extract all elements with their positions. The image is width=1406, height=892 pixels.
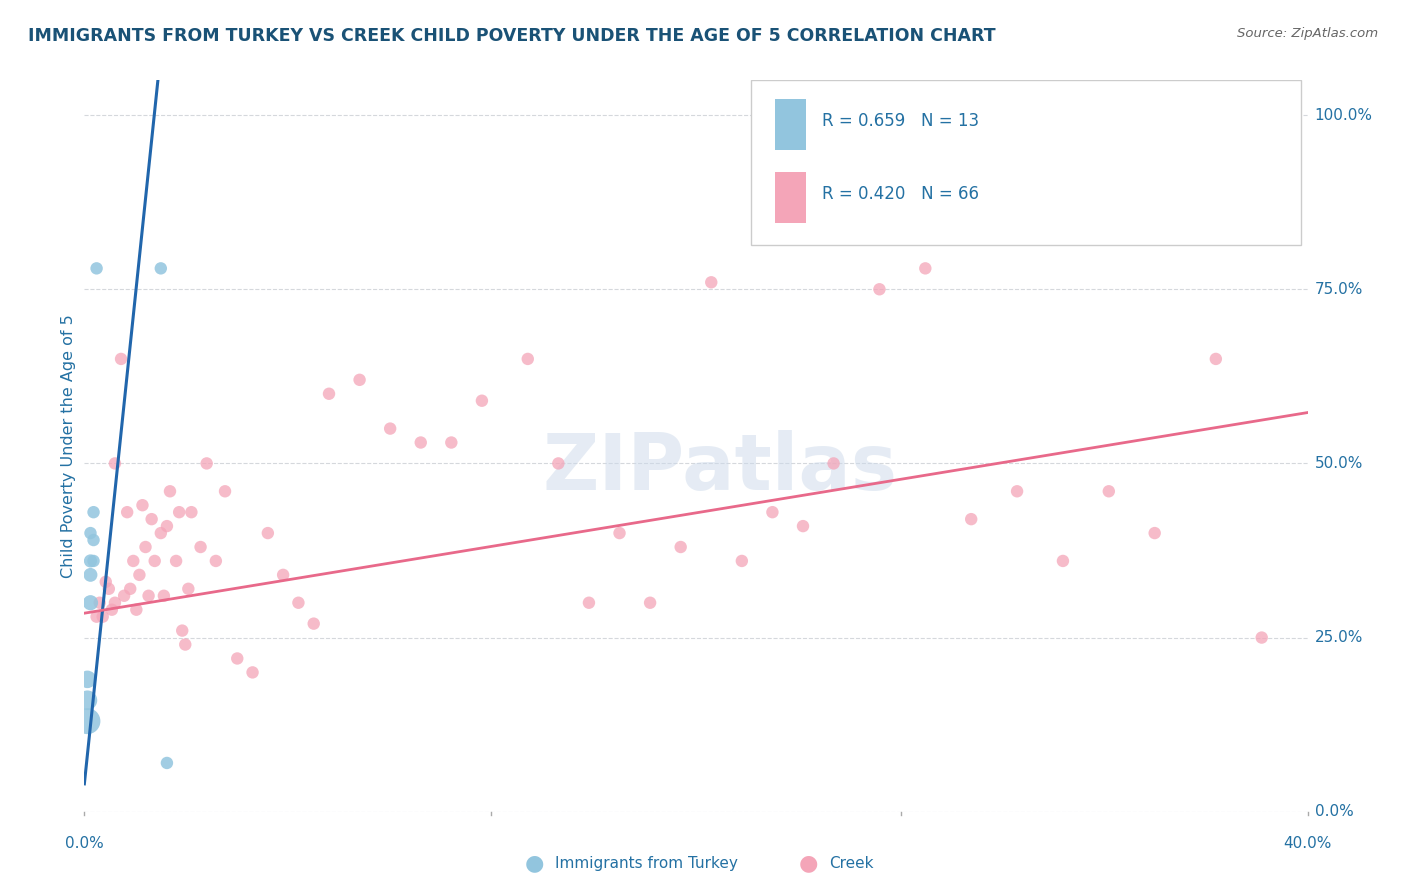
FancyBboxPatch shape [776, 171, 806, 223]
Point [960, 512, 983, 526]
Point [122, 554, 145, 568]
Text: Creek: Creek [830, 856, 875, 871]
Text: 100.0%: 100.0% [1315, 108, 1372, 122]
Point [86, 609, 108, 624]
Point [149, 261, 172, 276]
Point [149, 526, 172, 541]
Point [1250, 631, 1272, 645]
Point [76, 714, 98, 728]
Point [172, 624, 194, 638]
Point [83, 533, 105, 547]
Point [669, 540, 692, 554]
Point [180, 505, 202, 519]
Point [205, 554, 228, 568]
Text: 50.0%: 50.0% [1315, 456, 1362, 471]
Point [177, 582, 200, 596]
Point [440, 435, 463, 450]
Point [700, 275, 723, 289]
Point [128, 567, 150, 582]
Point [731, 554, 754, 568]
Point [159, 484, 181, 499]
Point [380, 421, 402, 435]
Point [101, 603, 124, 617]
Point [143, 554, 166, 568]
Point [86, 261, 108, 276]
Point [115, 505, 138, 519]
Point [226, 651, 249, 665]
Point [153, 589, 176, 603]
Point [869, 282, 891, 296]
Point [271, 567, 294, 582]
Text: 75.0%: 75.0% [1315, 282, 1362, 297]
Point [195, 457, 218, 471]
Point [138, 589, 160, 603]
FancyBboxPatch shape [776, 99, 806, 150]
Point [91, 609, 114, 624]
Point [83, 554, 105, 568]
Point [578, 596, 600, 610]
Point [190, 540, 212, 554]
Point [761, 505, 783, 519]
Text: ●: ● [799, 854, 818, 873]
Point [214, 484, 236, 499]
Point [257, 526, 280, 541]
Point [287, 596, 309, 610]
Point [76, 693, 98, 707]
Point [135, 540, 157, 554]
Point [318, 386, 340, 401]
Point [79, 567, 101, 582]
Point [156, 756, 179, 770]
Text: 0.0%: 0.0% [65, 836, 104, 851]
Point [792, 519, 814, 533]
Point [609, 526, 631, 541]
Point [409, 435, 432, 450]
Point [79, 526, 101, 541]
Text: 0.0%: 0.0% [1315, 805, 1354, 819]
Text: ZIPatlas: ZIPatlas [543, 430, 898, 506]
Point [76, 673, 98, 687]
Point [1098, 484, 1121, 499]
Point [1143, 526, 1166, 541]
Point [167, 505, 190, 519]
Text: IMMIGRANTS FROM TURKEY VS CREEK CHILD POVERTY UNDER THE AGE OF 5 CORRELATION CHA: IMMIGRANTS FROM TURKEY VS CREEK CHILD PO… [28, 27, 995, 45]
Point [823, 457, 845, 471]
Text: 40.0%: 40.0% [1284, 836, 1331, 851]
Text: ●: ● [524, 854, 544, 873]
Point [94, 574, 117, 589]
Point [638, 596, 661, 610]
Y-axis label: Child Poverty Under the Age of 5: Child Poverty Under the Age of 5 [60, 314, 76, 578]
Point [547, 457, 569, 471]
Point [349, 373, 371, 387]
Point [156, 519, 179, 533]
Text: 25.0%: 25.0% [1315, 630, 1362, 645]
Point [165, 554, 187, 568]
Point [1052, 554, 1074, 568]
Point [120, 582, 142, 596]
Point [516, 351, 538, 366]
Point [83, 505, 105, 519]
Point [1005, 484, 1028, 499]
Text: R = 0.420   N = 66: R = 0.420 N = 66 [823, 185, 979, 202]
Point [104, 457, 127, 471]
Point [141, 512, 163, 526]
Point [131, 498, 153, 512]
Point [110, 351, 132, 366]
Point [242, 665, 264, 680]
Point [471, 393, 494, 408]
Point [79, 596, 101, 610]
Point [174, 638, 197, 652]
Text: R = 0.659   N = 13: R = 0.659 N = 13 [823, 112, 979, 129]
Point [302, 616, 325, 631]
Text: Immigrants from Turkey: Immigrants from Turkey [555, 856, 738, 871]
FancyBboxPatch shape [751, 80, 1302, 245]
Point [104, 596, 127, 610]
Point [79, 554, 101, 568]
Point [112, 589, 135, 603]
Point [1205, 351, 1227, 366]
Point [125, 603, 148, 617]
Text: Source: ZipAtlas.com: Source: ZipAtlas.com [1237, 27, 1378, 40]
Point [97, 582, 120, 596]
Point [914, 261, 936, 276]
Point [89, 596, 111, 610]
